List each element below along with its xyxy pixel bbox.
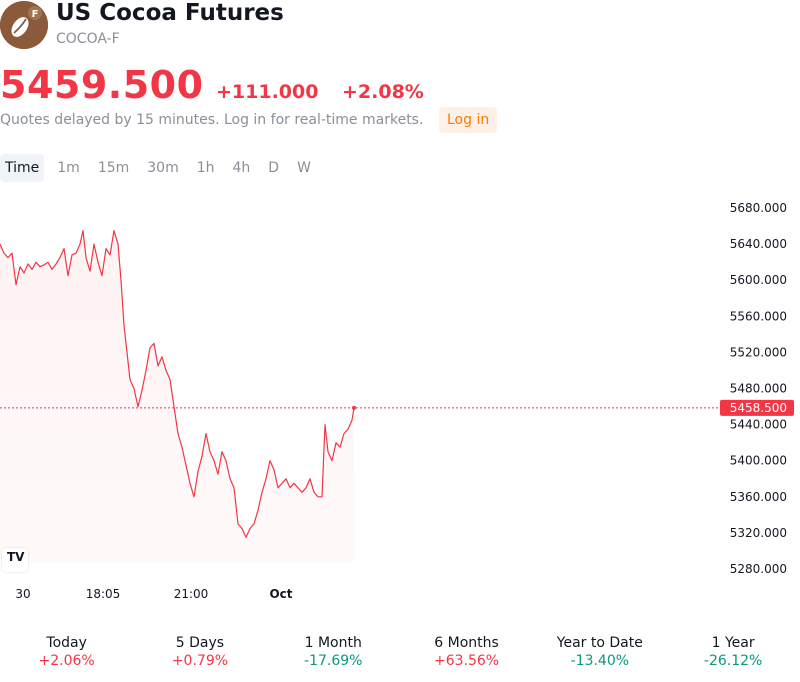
interval-tab-1m[interactable]: 1m (57, 160, 80, 176)
interval-tabs: Time 1m 15m 30m 1h 4h D W (0, 154, 324, 182)
series-line (0, 230, 355, 538)
performance-label: Year to Date (556, 635, 643, 651)
y-tick-label: 5680.000 (730, 201, 787, 215)
last-price-tag (720, 399, 794, 416)
performance-label: 1 Year (711, 635, 755, 651)
interval-tab-30m[interactable]: 30m (147, 160, 179, 176)
last-price: 5459.500 (0, 63, 204, 107)
performance-value: -13.40% (570, 653, 630, 669)
y-tick-label: 5560.000 (730, 309, 787, 323)
interval-tab-15m[interactable]: 15m (97, 160, 130, 176)
last-point-marker (352, 405, 356, 410)
y-tick-label: 5640.000 (730, 237, 787, 251)
performance-value: +63.56% (433, 653, 500, 669)
performance-item[interactable]: 1 Month -17.69% (267, 634, 400, 670)
tradingview-logo-icon[interactable]: TV (2, 548, 28, 572)
y-tick-label: 5440.000 (730, 418, 787, 432)
performance-value: +2.06% (38, 653, 95, 669)
price-change-percent: +2.08% (342, 81, 424, 103)
y-tick-label: 5520.000 (730, 345, 787, 359)
interval-tab-4h[interactable]: 4h (232, 160, 251, 176)
y-tick-label: 5360.000 (730, 490, 787, 504)
x-tick-label: Oct (269, 587, 292, 601)
performance-label: 5 Days (175, 635, 225, 651)
performance-item[interactable]: Year to Date -13.40% (533, 634, 666, 670)
performance-summary: Today +2.06% 5 Days +0.79% 1 Month -17.69% 6 M… (0, 634, 800, 670)
performance-item[interactable]: 1 Year -26.12% (666, 634, 799, 670)
performance-item[interactable]: 5 Days +0.79% (133, 634, 266, 670)
ticker-symbol: COCOA-F (56, 31, 120, 47)
performance-item[interactable]: 6 Months +63.56% (400, 634, 533, 670)
interval-tab-w[interactable]: W (297, 160, 311, 176)
x-tick-label: 21:00 (174, 587, 209, 601)
page-title: US Cocoa Futures (56, 0, 284, 26)
interval-tab-d[interactable]: D (268, 160, 280, 176)
cocoa-logo-icon: F (0, 1, 48, 49)
performance-value: +0.79% (171, 653, 229, 669)
performance-label: 6 Months (434, 635, 499, 651)
interval-tab-time[interactable]: Time (0, 154, 45, 182)
x-tick-label: 18:05 (86, 587, 121, 601)
performance-label: 1 Month (304, 635, 362, 651)
performance-value: -17.69% (304, 653, 363, 669)
price-change: +111.000 (216, 81, 319, 103)
delay-notice: Quotes delayed by 15 minutes. Log in for… (0, 112, 424, 128)
performance-item[interactable]: Today +2.06% (0, 634, 133, 670)
y-tick-label: 5320.000 (730, 526, 787, 540)
y-tick-label: 5480.000 (730, 382, 787, 396)
y-tick-label: 5400.000 (730, 454, 787, 468)
performance-label: Today (46, 635, 87, 651)
login-button[interactable]: Log in (439, 107, 498, 133)
performance-value: -26.12% (703, 653, 763, 669)
interval-tab-1h[interactable]: 1h (196, 160, 215, 176)
last-price-label: 5458.500 (730, 401, 787, 415)
y-tick-label: 5600.000 (730, 273, 787, 287)
price-chart[interactable]: 5680.000 5640.000 5600.000 5560.000 5520.000… (0, 190, 800, 610)
series-area (0, 230, 354, 562)
logo-badge: F (32, 9, 39, 20)
y-tick-label: 5280.000 (730, 562, 787, 576)
x-tick-label: 30 (15, 587, 30, 601)
